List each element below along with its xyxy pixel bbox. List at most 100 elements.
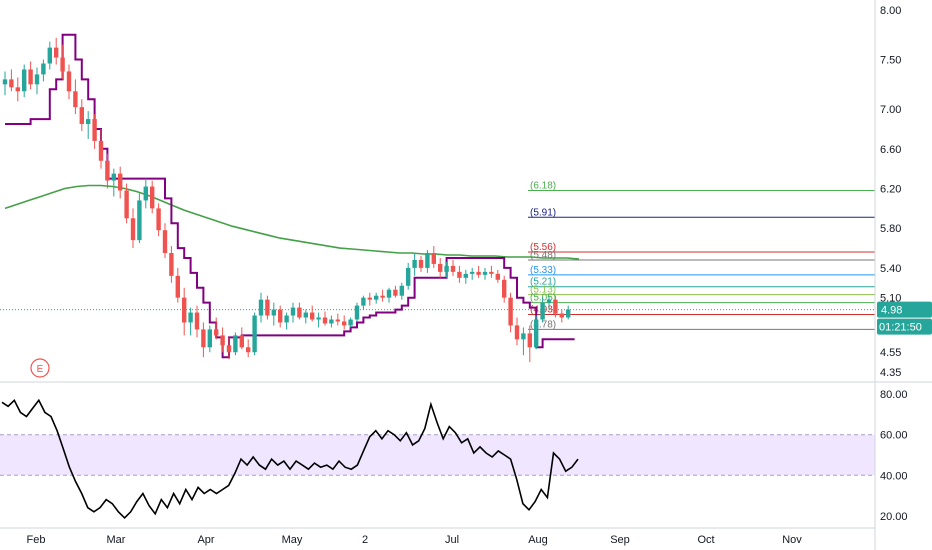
candle[interactable] <box>431 246 436 268</box>
candle[interactable] <box>386 287 392 303</box>
candle[interactable] <box>162 223 168 258</box>
candle[interactable] <box>169 246 174 283</box>
candle[interactable] <box>476 265 481 278</box>
candle[interactable] <box>207 325 212 353</box>
candle[interactable] <box>502 275 507 303</box>
candle[interactable] <box>508 292 513 333</box>
candle[interactable] <box>124 183 129 224</box>
candle-body <box>278 309 283 323</box>
candle[interactable] <box>182 287 187 336</box>
candle[interactable] <box>201 322 206 358</box>
candle[interactable] <box>361 295 366 310</box>
candle[interactable] <box>22 64 27 98</box>
candle[interactable] <box>399 282 404 300</box>
candle[interactable] <box>380 289 385 302</box>
candle[interactable] <box>98 128 104 169</box>
candle[interactable] <box>258 292 264 323</box>
candle[interactable] <box>2 71 8 96</box>
candle[interactable] <box>521 327 526 356</box>
candle[interactable] <box>175 267 180 303</box>
candle[interactable] <box>553 295 558 318</box>
candle[interactable] <box>303 309 308 324</box>
candle[interactable] <box>406 262 411 290</box>
candle[interactable] <box>489 265 494 278</box>
candle-body <box>521 333 526 340</box>
candle[interactable] <box>105 153 110 189</box>
candle[interactable] <box>566 305 571 320</box>
candle[interactable] <box>226 337 232 360</box>
candle[interactable] <box>534 315 539 350</box>
candle[interactable] <box>540 297 545 323</box>
candle[interactable] <box>239 327 244 350</box>
candle[interactable] <box>514 317 520 346</box>
candle[interactable] <box>156 203 161 237</box>
rsi-pane[interactable] <box>0 398 875 520</box>
candle[interactable] <box>66 64 72 100</box>
candle-body <box>438 263 443 272</box>
candle[interactable] <box>271 302 276 326</box>
candle[interactable] <box>329 315 334 328</box>
candle[interactable] <box>118 166 123 199</box>
time-scale[interactable]: Feb Mar Apr May 2 Jul Aug Sep Oct Nov <box>27 534 803 546</box>
earnings-marker[interactable]: E <box>30 358 50 378</box>
candle[interactable] <box>284 312 289 330</box>
candle[interactable] <box>194 305 200 338</box>
candle[interactable] <box>92 114 97 149</box>
candle[interactable] <box>34 67 40 95</box>
candle[interactable] <box>463 269 468 284</box>
candle[interactable] <box>73 79 78 115</box>
candle[interactable] <box>444 261 449 278</box>
candle[interactable] <box>15 77 20 102</box>
candle[interactable] <box>137 193 142 244</box>
candle[interactable] <box>143 178 148 209</box>
candle[interactable] <box>41 59 46 82</box>
candle[interactable] <box>310 305 315 322</box>
candle[interactable] <box>252 312 257 356</box>
candle[interactable] <box>290 302 296 323</box>
candle[interactable] <box>220 327 225 353</box>
candle[interactable] <box>450 259 456 276</box>
candle-body <box>9 79 14 88</box>
candle[interactable] <box>60 44 65 80</box>
candle[interactable] <box>425 250 430 273</box>
price-pane[interactable]: (6.18) (5.91) (5.56)(5.48) (5.33)(5.21)(5.1… <box>0 33 875 378</box>
candle[interactable] <box>438 257 443 278</box>
candle[interactable] <box>412 253 417 276</box>
candle[interactable] <box>527 325 532 363</box>
candle[interactable] <box>316 312 321 328</box>
candle[interactable] <box>150 180 155 214</box>
candle[interactable] <box>418 255 424 272</box>
candle[interactable] <box>559 309 564 323</box>
rsi-scale[interactable]: 80.00 60.00 40.00 20.00 <box>880 389 908 523</box>
candle[interactable] <box>9 69 14 92</box>
candle[interactable] <box>79 99 84 131</box>
candle[interactable] <box>470 267 475 280</box>
candle[interactable] <box>374 292 379 304</box>
candle[interactable] <box>28 61 33 90</box>
candle[interactable] <box>233 332 238 356</box>
candle[interactable] <box>130 208 136 249</box>
candle[interactable] <box>246 339 251 358</box>
candle[interactable] <box>495 269 500 283</box>
candle[interactable] <box>188 307 193 336</box>
candle[interactable] <box>393 285 398 298</box>
candle[interactable] <box>47 41 52 70</box>
candle[interactable] <box>86 111 91 139</box>
candle[interactable] <box>111 168 116 197</box>
candle[interactable] <box>546 295 552 310</box>
candle[interactable] <box>348 317 353 328</box>
candle[interactable] <box>367 292 372 306</box>
candle[interactable] <box>54 37 59 65</box>
candle[interactable] <box>335 313 340 326</box>
candle[interactable] <box>482 267 488 280</box>
candle[interactable] <box>322 311 328 326</box>
candle[interactable] <box>457 265 462 283</box>
candle[interactable] <box>354 302 360 322</box>
candle[interactable] <box>278 305 283 328</box>
candle-body <box>354 305 360 320</box>
candle[interactable] <box>342 315 347 330</box>
candle[interactable] <box>214 317 219 340</box>
candle[interactable] <box>265 295 270 320</box>
candle[interactable] <box>297 302 302 320</box>
